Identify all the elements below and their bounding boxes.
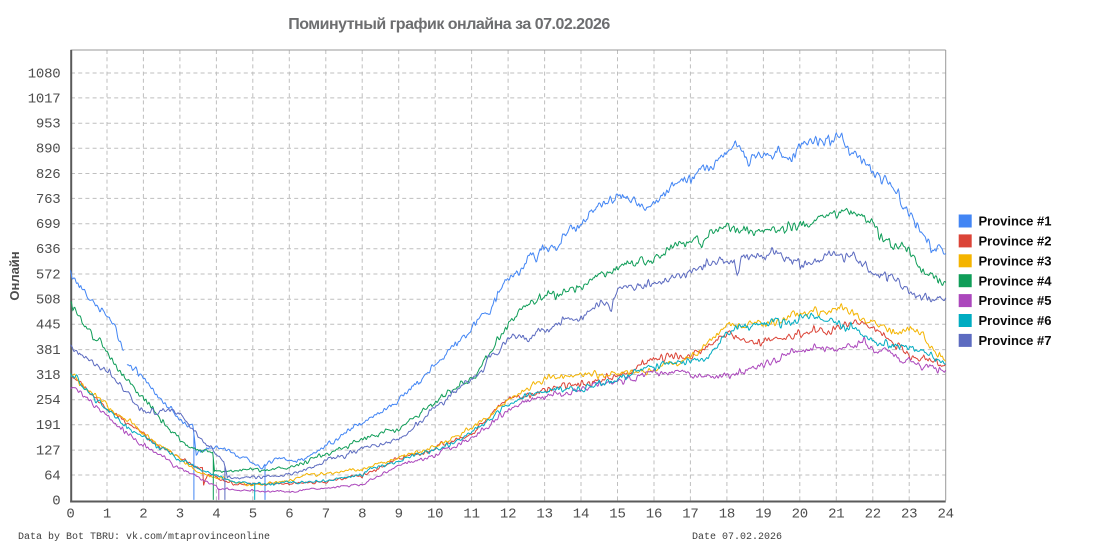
svg-text:699: 699: [36, 217, 61, 233]
svg-text:20: 20: [792, 507, 808, 523]
svg-text:23: 23: [901, 507, 917, 523]
svg-text:1017: 1017: [28, 91, 61, 107]
svg-text:Province #1: Province #1: [979, 214, 1052, 229]
svg-text:636: 636: [36, 242, 61, 258]
svg-text:16: 16: [646, 507, 662, 523]
svg-text:890: 890: [36, 142, 61, 158]
svg-text:763: 763: [36, 192, 61, 208]
svg-text:14: 14: [573, 507, 589, 523]
svg-text:15: 15: [609, 507, 625, 523]
svg-text:0: 0: [66, 507, 74, 523]
svg-text:1080: 1080: [28, 66, 61, 82]
svg-text:Онлайн: Онлайн: [7, 251, 22, 300]
svg-text:18: 18: [719, 507, 735, 523]
svg-text:5: 5: [249, 507, 257, 523]
svg-text:8: 8: [358, 507, 366, 523]
svg-text:508: 508: [36, 293, 61, 309]
svg-text:Поминутный график онлайна за 0: Поминутный график онлайна за 07.02.2026: [288, 16, 610, 33]
svg-text:2: 2: [139, 507, 147, 523]
svg-text:318: 318: [36, 368, 61, 384]
svg-text:9: 9: [395, 507, 403, 523]
svg-text:12: 12: [500, 507, 516, 523]
svg-text:Date 07.02.2026: Date 07.02.2026: [692, 532, 782, 543]
svg-text:254: 254: [36, 393, 61, 409]
svg-text:7: 7: [322, 507, 330, 523]
svg-text:381: 381: [36, 343, 61, 359]
svg-text:Data by Bot TBRU: vk.com/mtapr: Data by Bot TBRU: vk.com/mtaprovinceonli…: [18, 531, 270, 543]
svg-text:127: 127: [36, 444, 61, 460]
svg-text:21: 21: [828, 507, 844, 523]
svg-text:826: 826: [36, 167, 61, 183]
svg-text:19: 19: [755, 507, 771, 523]
svg-text:13: 13: [536, 507, 552, 523]
svg-text:1: 1: [103, 507, 111, 523]
svg-text:Province #5: Province #5: [979, 293, 1052, 308]
svg-text:64: 64: [44, 468, 60, 484]
svg-text:Province #2: Province #2: [979, 234, 1052, 249]
svg-text:10: 10: [427, 507, 443, 523]
svg-text:3: 3: [176, 507, 184, 523]
svg-text:572: 572: [36, 267, 61, 283]
svg-text:6: 6: [285, 507, 293, 523]
svg-text:Province #6: Province #6: [979, 313, 1052, 328]
svg-text:953: 953: [36, 117, 61, 133]
svg-text:191: 191: [36, 418, 61, 434]
svg-text:11: 11: [463, 507, 479, 523]
svg-text:24: 24: [937, 507, 953, 523]
svg-text:Province #4: Province #4: [979, 273, 1053, 288]
svg-text:445: 445: [36, 318, 61, 334]
svg-text:17: 17: [682, 507, 698, 523]
svg-text:0: 0: [52, 494, 60, 510]
svg-text:4: 4: [212, 507, 220, 523]
svg-text:Province #3: Province #3: [979, 253, 1052, 268]
svg-text:Province #7: Province #7: [979, 333, 1052, 348]
svg-text:22: 22: [865, 507, 881, 523]
